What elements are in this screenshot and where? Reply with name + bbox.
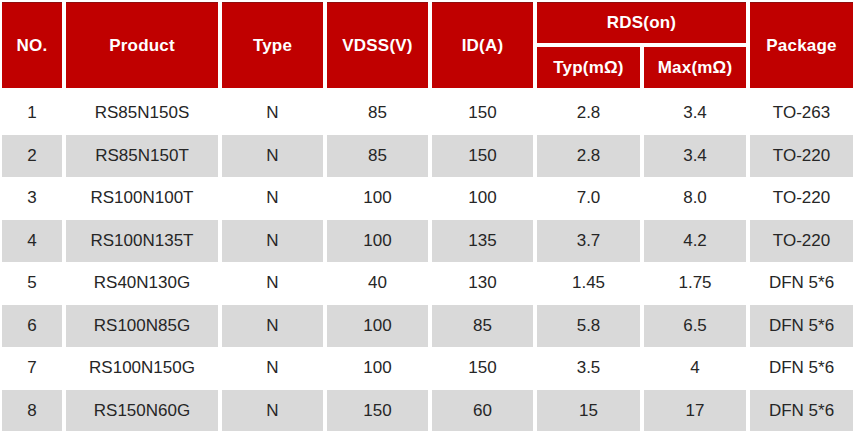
cell-no: 4 xyxy=(2,220,62,263)
cell-rds-max: 1.75 xyxy=(644,262,746,305)
table-row: 7RS100N150GN1001503.54DFN 5*6 xyxy=(2,347,853,390)
cell-type: N xyxy=(222,92,323,135)
cell-vdss: 100 xyxy=(327,177,428,220)
cell-vdss: 100 xyxy=(327,305,428,348)
cell-rds-typ: 2.8 xyxy=(537,92,640,135)
cell-rds-typ: 7.0 xyxy=(537,177,640,220)
cell-product: RS100N85G xyxy=(66,305,218,348)
header-rds-typ: Typ(mΩ) xyxy=(537,47,640,88)
cell-rds-max: 4.2 xyxy=(644,220,746,263)
cell-package: TO-220 xyxy=(750,135,853,178)
cell-no: 3 xyxy=(2,177,62,220)
header-product: Product xyxy=(66,2,218,88)
cell-package: DFN 5*6 xyxy=(750,262,853,305)
cell-product: RS85N150S xyxy=(66,92,218,135)
table-row: 2RS85N150TN851502.83.4TO-220 xyxy=(2,135,853,178)
cell-rds-max: 6.5 xyxy=(644,305,746,348)
header-no: NO. xyxy=(2,2,62,88)
table-row: 1RS85N150SN851502.83.4TO-263 xyxy=(2,92,853,135)
cell-type: N xyxy=(222,177,323,220)
page: NO. Product Type VDSS(V) ID(A) RDS(on) P… xyxy=(0,0,855,431)
cell-package: DFN 5*6 xyxy=(750,305,853,348)
cell-vdss: 85 xyxy=(327,92,428,135)
cell-id: 60 xyxy=(432,390,533,431)
cell-id: 150 xyxy=(432,347,533,390)
cell-rds-max: 3.4 xyxy=(644,135,746,178)
cell-no: 7 xyxy=(2,347,62,390)
cell-package: TO-263 xyxy=(750,92,853,135)
cell-rds-max: 4 xyxy=(644,347,746,390)
cell-package: DFN 5*6 xyxy=(750,390,853,431)
cell-type: N xyxy=(222,390,323,431)
table-row: 5RS40N130GN401301.451.75DFN 5*6 xyxy=(2,262,853,305)
cell-no: 8 xyxy=(2,390,62,431)
cell-package: DFN 5*6 xyxy=(750,347,853,390)
cell-rds-typ: 5.8 xyxy=(537,305,640,348)
header-rds-max: Max(mΩ) xyxy=(644,47,746,88)
header-id: ID(A) xyxy=(432,2,533,88)
cell-id: 135 xyxy=(432,220,533,263)
cell-vdss: 150 xyxy=(327,390,428,431)
header-package: Package xyxy=(750,2,853,88)
cell-id: 130 xyxy=(432,262,533,305)
cell-package: TO-220 xyxy=(750,177,853,220)
cell-vdss: 100 xyxy=(327,347,428,390)
table-body: 1RS85N150SN851502.83.4TO-2632RS85N150TN8… xyxy=(2,92,853,431)
cell-product: RS100N150G xyxy=(66,347,218,390)
table-row: 8RS150N60GN150601517DFN 5*6 xyxy=(2,390,853,431)
cell-vdss: 40 xyxy=(327,262,428,305)
cell-package: TO-220 xyxy=(750,220,853,263)
cell-rds-typ: 3.5 xyxy=(537,347,640,390)
table-row: 6RS100N85GN100855.86.5DFN 5*6 xyxy=(2,305,853,348)
product-spec-table: NO. Product Type VDSS(V) ID(A) RDS(on) P… xyxy=(2,2,853,431)
cell-rds-max: 8.0 xyxy=(644,177,746,220)
cell-vdss: 85 xyxy=(327,135,428,178)
cell-rds-typ: 1.45 xyxy=(537,262,640,305)
cell-type: N xyxy=(222,220,323,263)
cell-product: RS150N60G xyxy=(66,390,218,431)
cell-no: 1 xyxy=(2,92,62,135)
cell-type: N xyxy=(222,135,323,178)
cell-type: N xyxy=(222,305,323,348)
cell-rds-typ: 3.7 xyxy=(537,220,640,263)
cell-vdss: 100 xyxy=(327,220,428,263)
cell-no: 5 xyxy=(2,262,62,305)
cell-id: 150 xyxy=(432,92,533,135)
cell-rds-max: 3.4 xyxy=(644,92,746,135)
cell-no: 2 xyxy=(2,135,62,178)
cell-rds-typ: 2.8 xyxy=(537,135,640,178)
header-type: Type xyxy=(222,2,323,88)
cell-id: 85 xyxy=(432,305,533,348)
cell-rds-max: 17 xyxy=(644,390,746,431)
cell-product: RS100N100T xyxy=(66,177,218,220)
cell-rds-typ: 15 xyxy=(537,390,640,431)
cell-product: RS100N135T xyxy=(66,220,218,263)
header-rds-on: RDS(on) xyxy=(537,2,746,43)
cell-product: RS40N130G xyxy=(66,262,218,305)
cell-type: N xyxy=(222,347,323,390)
table-row: 4RS100N135TN1001353.74.2TO-220 xyxy=(2,220,853,263)
cell-id: 100 xyxy=(432,177,533,220)
cell-no: 6 xyxy=(2,305,62,348)
header-vdss: VDSS(V) xyxy=(327,2,428,88)
cell-type: N xyxy=(222,262,323,305)
cell-product: RS85N150T xyxy=(66,135,218,178)
table-row: 3RS100N100TN1001007.08.0TO-220 xyxy=(2,177,853,220)
cell-id: 150 xyxy=(432,135,533,178)
table-header: NO. Product Type VDSS(V) ID(A) RDS(on) P… xyxy=(2,2,853,88)
